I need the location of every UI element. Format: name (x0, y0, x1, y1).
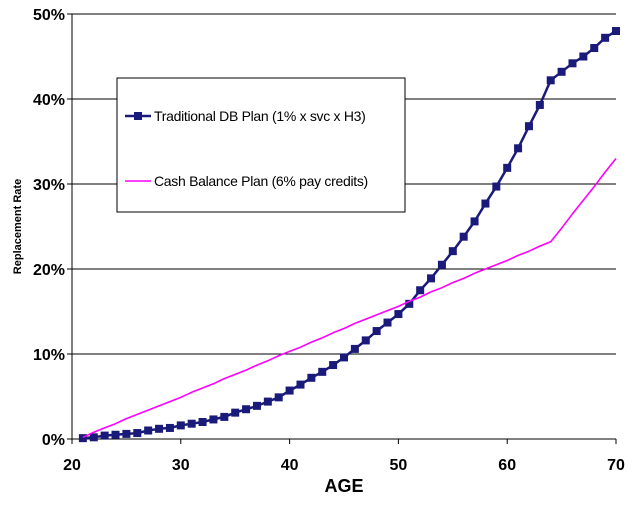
x-tick-label-3: 50 (390, 457, 408, 474)
data-point-0-6 (144, 426, 153, 435)
x-tick-label-5: 70 (607, 457, 625, 474)
data-point-0-31 (416, 286, 425, 295)
data-point-0-34 (448, 247, 457, 256)
legend: Traditional DB Plan (1% x svc x H3) Cash … (116, 77, 406, 213)
series-1 (82, 157, 617, 439)
data-point-0-40 (514, 144, 523, 153)
data-point-0-28 (383, 318, 392, 327)
data-point-0-16 (252, 401, 261, 410)
x-tick-label-2: 40 (281, 457, 299, 474)
data-point-0-48 (601, 33, 610, 42)
data-point-0-10 (187, 419, 196, 428)
y-tick-label-0: 0% (42, 432, 65, 449)
data-point-0-29 (394, 310, 403, 319)
data-point-0-47 (590, 44, 599, 52)
data-point-0-7 (155, 424, 164, 433)
data-point-0-2 (100, 431, 109, 440)
data-point-0-13 (220, 412, 229, 421)
data-point-0-38 (492, 182, 501, 191)
series-0 (78, 27, 620, 443)
legend-label-1: Cash Balance Plan (6% pay credits) (154, 173, 368, 189)
y-tick-label-3: 30% (33, 177, 65, 194)
series-line-1 (82, 157, 617, 439)
y-tick-label-4: 40% (33, 92, 65, 109)
data-point-0-49 (612, 27, 620, 35)
data-point-0-18 (274, 393, 283, 402)
data-point-0-43 (546, 76, 555, 85)
data-point-0-42 (535, 100, 544, 109)
axes: 0% 10% 20% 30% 40% 50% 20 30 40 50 60 70 (33, 7, 625, 474)
data-point-0-35 (459, 232, 468, 241)
data-point-0-44 (557, 67, 566, 76)
data-point-0-9 (176, 421, 185, 430)
data-point-0-8 (165, 423, 174, 432)
data-point-0-11 (198, 418, 207, 426)
data-point-0-36 (470, 217, 479, 226)
y-axis-title: Replacement Rate (12, 179, 24, 274)
data-point-0-27 (372, 327, 381, 336)
x-tick-label-1: 30 (172, 457, 190, 474)
data-point-0-20 (296, 380, 305, 389)
data-point-0-15 (242, 405, 251, 414)
data-point-0-39 (503, 163, 512, 172)
y-tick-label-5: 50% (33, 7, 65, 24)
data-point-0-23 (329, 361, 338, 370)
data-point-0-5 (133, 429, 142, 438)
x-axis-title: AGE (324, 476, 363, 496)
data-point-0-25 (350, 344, 359, 353)
data-point-0-12 (209, 415, 218, 424)
data-point-0-45 (568, 59, 577, 68)
x-tick-label-0: 20 (63, 457, 81, 474)
data-point-0-24 (340, 353, 348, 362)
data-point-0-14 (231, 408, 240, 417)
y-tick-label-1: 10% (33, 347, 65, 364)
y-tick-label-2: 20% (33, 262, 65, 279)
data-point-0-4 (122, 429, 131, 438)
data-point-0-1 (89, 433, 98, 442)
data-point-0-41 (524, 122, 533, 131)
data-point-0-30 (405, 299, 414, 308)
x-tick-label-4: 60 (498, 457, 516, 474)
data-point-0-46 (579, 52, 588, 61)
data-point-0-21 (307, 373, 316, 382)
data-point-0-22 (318, 367, 327, 376)
data-point-0-33 (437, 260, 446, 269)
legend-swatch-marker-0 (134, 112, 142, 120)
data-point-0-17 (263, 397, 272, 406)
legend-box (116, 77, 406, 213)
data-point-0-37 (481, 199, 490, 208)
data-point-0-32 (427, 274, 436, 283)
series-group (78, 27, 620, 443)
data-point-0-19 (285, 386, 294, 395)
data-point-0-0 (78, 434, 87, 443)
legend-label-0: Traditional DB Plan (1% x svc x H3) (154, 108, 366, 124)
data-point-0-26 (361, 336, 370, 345)
data-point-0-3 (111, 430, 120, 439)
